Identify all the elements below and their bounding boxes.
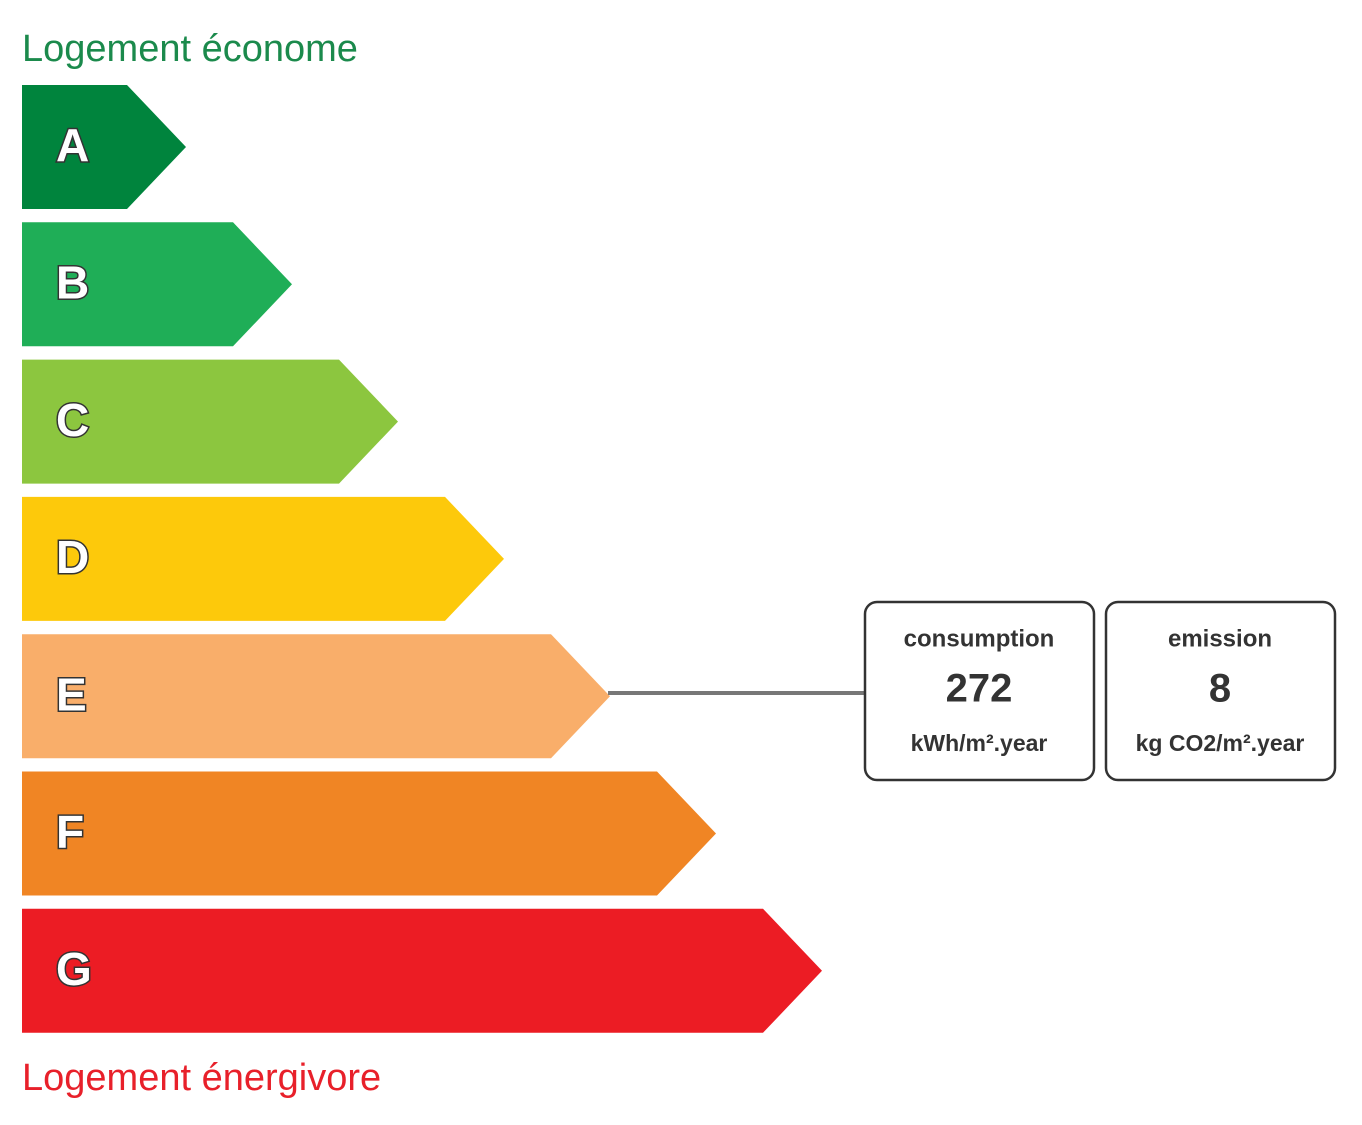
class-arrow bbox=[22, 222, 292, 347]
class-letter: G bbox=[56, 943, 92, 995]
class-arrow bbox=[22, 359, 398, 484]
box bbox=[863, 600, 1096, 782]
class-letter: A bbox=[56, 119, 89, 171]
class-letter: C bbox=[56, 394, 89, 446]
class-arrow bbox=[22, 634, 610, 759]
indicator-value: 8 bbox=[1209, 667, 1231, 711]
class-arrow bbox=[22, 908, 822, 1033]
box bbox=[1104, 600, 1337, 782]
class-scale: A B C D E F G bbox=[22, 85, 822, 1033]
indicator-label: consumption bbox=[904, 625, 1055, 652]
class-letter: E bbox=[56, 668, 87, 720]
consumption-box: consumption 272 kWh/m².year bbox=[863, 600, 1096, 782]
class-arrow bbox=[22, 496, 504, 621]
indicator-unit: kg CO2/m².year bbox=[1136, 730, 1305, 756]
emission-box: emission 8 kg CO2/m².year bbox=[1104, 600, 1337, 782]
class-letter: B bbox=[56, 256, 89, 308]
indicator-label: emission bbox=[1168, 625, 1272, 652]
class-arrow bbox=[22, 771, 716, 896]
indicator-unit: kWh/m².year bbox=[911, 730, 1048, 756]
class-letter: D bbox=[56, 531, 89, 583]
bottom-label: Logement énergivore bbox=[22, 1057, 381, 1099]
class-arrow bbox=[22, 85, 186, 209]
top-label: Logement économe bbox=[22, 28, 358, 70]
class-letter: F bbox=[56, 806, 84, 858]
indicator-value: 272 bbox=[946, 667, 1013, 711]
